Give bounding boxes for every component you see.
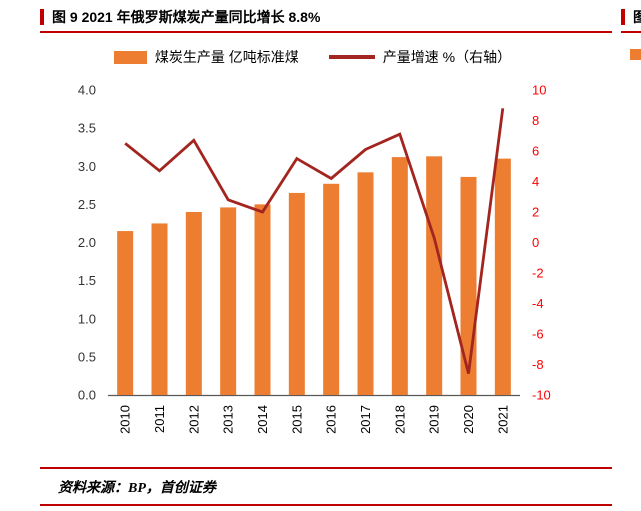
figure-title: 图 9 2021 年俄罗斯煤炭产量同比增长 8.8%	[52, 9, 321, 25]
left-axis-tick-label: 1.5	[78, 273, 96, 288]
source-note: 资料来源：BP，首创证券	[58, 481, 216, 496]
line-series-swatch	[328, 55, 375, 59]
adjacent-legend-swatch-fragment	[630, 49, 641, 60]
legend-item-growth: 产量增速 %（右轴）	[328, 47, 512, 67]
left-axis-tick-label: 2.5	[78, 197, 96, 212]
right-axis-tick-label: -8	[532, 357, 544, 372]
source-top-rule	[40, 467, 612, 469]
x-axis-label-2018: 2018	[392, 405, 407, 434]
left-axis-tick-label: 3.0	[78, 159, 96, 174]
bar-series-swatch	[113, 50, 147, 64]
right-axis-tick-label: -2	[532, 266, 544, 281]
x-axis-label-2010: 2010	[118, 405, 133, 434]
left-axis-tick-label: 2.0	[78, 235, 96, 250]
right-axis-tick-label: 2	[532, 205, 539, 220]
growth-line	[124, 108, 505, 374]
bar-2013	[220, 207, 237, 395]
x-axis-label-2013: 2013	[221, 405, 236, 434]
figure-title-row: 图 9 2021 年俄罗斯煤炭产量同比增长 8.8%	[40, 7, 320, 27]
bar-2021	[494, 158, 511, 395]
bar-line-chart: 4.0 3.5 3.0 2.5 2.0 1.5 1.0 0.5 0.0 10 8 6 4 2 0 -2 -4 -6…	[78, 83, 551, 434]
left-axis-tick-label: 3.5	[78, 121, 96, 136]
chart-legend: 煤炭生产量 亿吨标准煤 产量增速 %（右轴）	[40, 47, 585, 67]
bar-2010	[117, 231, 134, 395]
title-accent-bar	[40, 9, 44, 25]
title-divider-rule	[40, 31, 612, 33]
bar-2011	[151, 223, 168, 395]
x-axis-label-2012: 2012	[186, 405, 201, 434]
left-axis-tick-label: 0.0	[78, 388, 96, 403]
adjacent-figure-title-fragment: 图	[621, 7, 641, 27]
legend-item-production: 煤炭生产量 亿吨标准煤	[113, 47, 299, 67]
right-axis-tick-label: 6	[532, 144, 539, 159]
adjacent-title-divider-rule	[621, 31, 641, 33]
x-axis-label-2014: 2014	[255, 405, 270, 434]
bar-2019	[426, 156, 443, 395]
bar-2014	[254, 204, 271, 395]
bar-2012	[185, 212, 202, 395]
right-axis-tick-label: -4	[532, 296, 544, 311]
x-axis-label-2011: 2011	[152, 405, 167, 433]
adjacent-figure-title-text: 图	[633, 9, 641, 25]
right-axis-tick-label: 0	[532, 235, 539, 250]
x-axis-label-2017: 2017	[358, 405, 373, 434]
adjacent-title-accent-bar	[621, 9, 625, 25]
right-axis-tick-label: -6	[532, 327, 544, 342]
legend-label-growth: 产量增速 %（右轴）	[382, 49, 512, 65]
x-axis-label-2021: 2021	[495, 405, 510, 434]
right-axis-tick-label: 10	[532, 83, 546, 98]
bar-2020	[460, 176, 477, 395]
source-bottom-rule	[40, 504, 612, 506]
right-axis-tick-label: 4	[532, 174, 539, 189]
left-axis-tick-label: 4.0	[78, 83, 96, 98]
left-axis-tick-label: 0.5	[78, 349, 96, 364]
left-axis-tick-label: 1.0	[78, 311, 96, 326]
x-axis-label-2015: 2015	[289, 405, 304, 434]
right-axis-tick-label: 8	[532, 113, 539, 128]
bar-2017	[357, 172, 374, 395]
bar-2015	[288, 192, 305, 395]
legend-label-production: 煤炭生产量 亿吨标准煤	[154, 49, 299, 65]
bar-2016	[323, 183, 340, 395]
x-axis-label-2020: 2020	[461, 405, 476, 434]
right-axis-tick-label: -10	[532, 388, 551, 403]
chart-area: 4.0 3.5 3.0 2.5 2.0 1.5 1.0 0.5 0.0 10 8 6 4 2 0 -2 -4 -6…	[38, 78, 583, 463]
x-axis-label-2016: 2016	[324, 405, 339, 434]
bar-2018	[391, 157, 408, 395]
x-axis-label-2019: 2019	[427, 405, 442, 434]
